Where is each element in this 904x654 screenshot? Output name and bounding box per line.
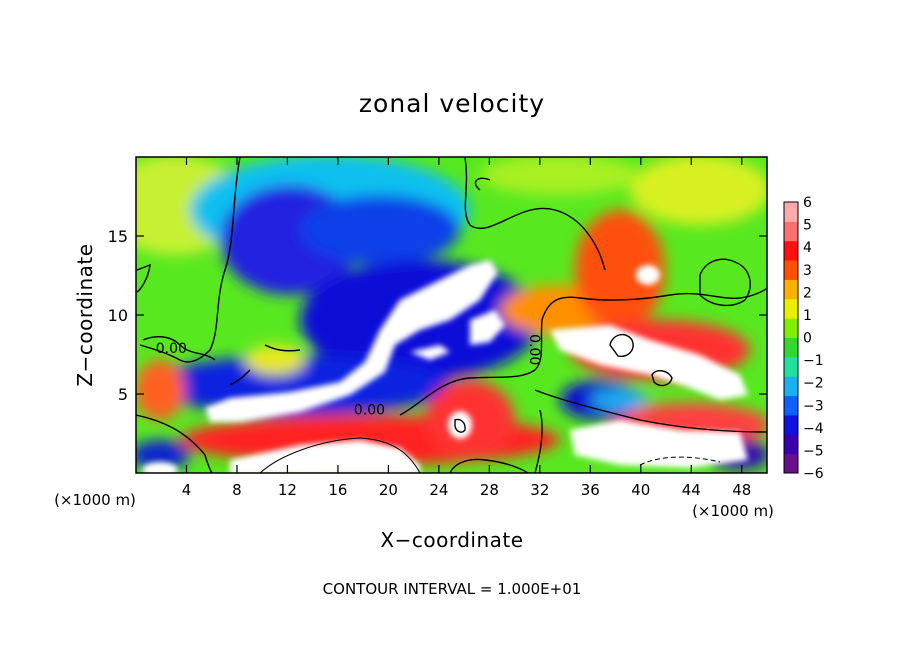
colorbar-tick-label: 5 (803, 218, 812, 234)
colorbar-swatch (784, 260, 798, 280)
x-unit-label-left: (×1000 m) (54, 491, 136, 509)
colorbar-swatch (784, 414, 798, 435)
colorbar-swatch (784, 240, 798, 261)
x-axis-label: X−coordinate (380, 528, 523, 552)
colorbar-tick-label: −2 (803, 376, 824, 392)
colorbar-swatch (784, 395, 798, 416)
x-tick-label: 20 (379, 481, 398, 499)
contour-label: 0.00 (156, 341, 187, 357)
x-tick-label: 28 (480, 481, 499, 499)
colorbar-tick-label: 2 (803, 285, 812, 301)
colorbar-frame (783, 201, 799, 474)
y-tick-label: 5 (118, 385, 128, 404)
contour-lines (136, 157, 767, 473)
colorbar-swatch (784, 434, 798, 455)
colorbar-swatch (784, 356, 798, 377)
contour-interval-note: CONTOUR INTERVAL = 1.000E+01 (323, 580, 582, 598)
colorbar-tick-label: −6 (803, 466, 824, 482)
x-unit-label-right: (×1000 m) (692, 502, 774, 520)
colorbar-swatch (784, 221, 798, 242)
y-axis: 5 10 15 (108, 227, 767, 404)
x-tick-label: 4 (182, 481, 192, 499)
colorbar-tick-label: −5 (803, 443, 824, 459)
chart-title: zonal velocity (359, 89, 545, 118)
x-tick-label: 16 (328, 481, 347, 499)
colorbar-tick-label: 4 (803, 240, 812, 256)
contour-labels: 0.00 0.00 0.00 (156, 334, 542, 418)
colorbar-tick-label: −1 (803, 353, 824, 369)
colorbar-tick-label: 3 (803, 263, 812, 279)
colorbar-swatch (784, 453, 798, 474)
thin-contours (259, 437, 721, 473)
x-tick-label: 44 (682, 481, 701, 499)
colorbar-swatch (784, 279, 798, 300)
contour-label: 0.00 (526, 334, 542, 365)
x-tick-label: 48 (732, 481, 751, 499)
x-tick-label: 36 (581, 481, 600, 499)
x-tick-label: 32 (530, 481, 549, 499)
colorbar-tick-label: 1 (803, 308, 812, 324)
y-tick-label: 15 (108, 227, 128, 246)
saturated-regions (142, 260, 748, 473)
x-tick-label: 8 (232, 481, 242, 499)
colorbar-tick-label: 6 (803, 195, 812, 211)
x-tick-label: 24 (429, 481, 448, 499)
colorbar-tick-label: 0 (803, 331, 812, 347)
colorbar-tick-label: −3 (803, 398, 824, 414)
x-tick-label: 12 (278, 481, 297, 499)
colorbar-swatch (784, 298, 798, 319)
colorbar-swatch (784, 318, 798, 338)
y-axis-label: Z−coordinate (73, 243, 97, 386)
colorbar-swatch (784, 376, 798, 397)
colorbar-swatch (784, 202, 798, 222)
colorbar: 6 5 4 3 2 1 0 −1 −2 −3 −4 −5 −6 (783, 195, 824, 482)
colorbar-swatch (784, 337, 798, 358)
x-axis: 4 8 12 16 20 24 28 32 36 40 44 48 (182, 157, 751, 499)
y-tick-label: 10 (108, 306, 128, 325)
x-tick-label: 40 (631, 481, 650, 499)
plot-area: 0.00 0.00 0.00 (136, 157, 767, 473)
contour-label: 0.00 (354, 403, 385, 419)
colorbar-tick-label: −4 (803, 421, 824, 437)
